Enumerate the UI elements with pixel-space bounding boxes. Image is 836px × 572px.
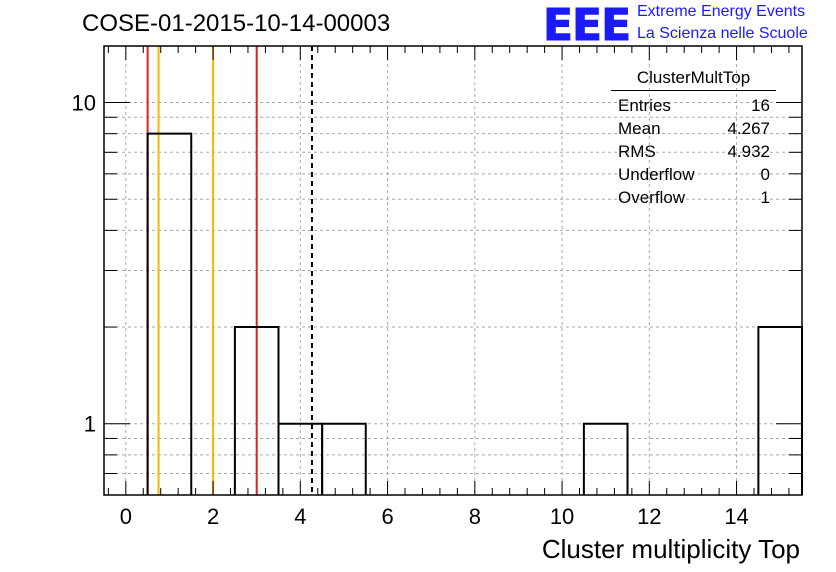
stats-value: 1	[760, 188, 770, 207]
x-axis-label: Cluster multiplicity Top	[541, 534, 800, 564]
x-tick-label: 2	[207, 504, 219, 529]
histogram-bin	[757, 326, 803, 495]
x-tick-label: 6	[381, 504, 393, 529]
stats-label: Overflow	[618, 188, 686, 207]
stats-value: 4.932	[727, 142, 770, 161]
x-tick-label: 12	[637, 504, 661, 529]
eee-logo: EEE	[542, 0, 631, 52]
stats-label: Mean	[618, 119, 661, 138]
tick-labels: 0 2 4 6 8 10 12 14 1 10	[72, 91, 749, 529]
x-tick-label: 10	[550, 504, 574, 529]
stats-row-rms: RMS 4.932	[611, 140, 776, 163]
stats-name: ClusterMultTop	[611, 68, 776, 91]
stats-value: 4.267	[727, 119, 770, 138]
x-tick-label: 4	[294, 504, 306, 529]
histogram-bin	[321, 422, 367, 495]
stats-row-mean: Mean 4.267	[611, 117, 776, 140]
stats-value: 0	[760, 165, 770, 184]
y-tick-label: 10	[72, 91, 96, 116]
histogram-bin	[146, 132, 193, 495]
chart-title: COSE-01-2015-10-14-00003	[82, 10, 391, 37]
stats-label: Entries	[618, 96, 671, 115]
x-tick-label: 14	[724, 504, 748, 529]
x-tick-label: 0	[120, 504, 132, 529]
grid-lines	[104, 46, 802, 496]
x-tick-label: 8	[469, 504, 481, 529]
logo-line-2: La Scienza nelle Scuole	[637, 25, 808, 42]
histogram-bin	[582, 422, 629, 495]
stats-value: 16	[751, 96, 770, 115]
histogram-bins	[146, 132, 803, 495]
stats-label: Underflow	[618, 165, 695, 184]
histogram-bin	[233, 326, 280, 495]
axes	[103, 45, 803, 496]
stats-box: ClusterMultTop Entries 16 Mean 4.267 RMS…	[611, 68, 776, 209]
stats-row-entries: Entries 16	[611, 94, 776, 117]
stats-row-overflow: Overflow 1	[611, 186, 776, 209]
stats-label: RMS	[618, 142, 656, 161]
logo-line-1: Extreme Energy Events	[637, 3, 806, 20]
stats-row-underflow: Underflow 0	[611, 163, 776, 186]
y-tick-label: 1	[84, 412, 96, 437]
